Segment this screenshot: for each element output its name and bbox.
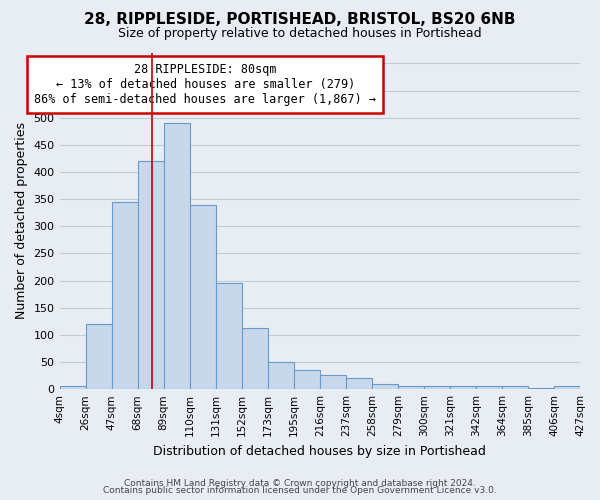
Bar [320,374,346,389]
Text: Contains HM Land Registry data © Crown copyright and database right 2024.: Contains HM Land Registry data © Crown c… [124,478,476,488]
Text: 28, RIPPLESIDE, PORTISHEAD, BRISTOL, BS20 6NB: 28, RIPPLESIDE, PORTISHEAD, BRISTOL, BS2… [84,12,516,28]
Text: Contains public sector information licensed under the Open Government Licence v3: Contains public sector information licen… [103,486,497,495]
Bar [554,386,580,389]
Bar [59,386,86,389]
Bar [398,386,424,389]
Bar [450,386,476,389]
Bar [86,324,112,389]
Bar [502,386,528,389]
Bar [215,284,242,389]
Bar [242,328,268,389]
Bar [294,370,320,389]
Bar [424,386,450,389]
Bar [372,384,398,389]
Y-axis label: Number of detached properties: Number of detached properties [15,122,28,320]
Bar [112,202,137,389]
X-axis label: Distribution of detached houses by size in Portishead: Distribution of detached houses by size … [154,444,486,458]
Bar [190,204,215,389]
Bar [164,123,190,389]
Bar [528,388,554,389]
Text: 28 RIPPLESIDE: 80sqm
← 13% of detached houses are smaller (279)
86% of semi-deta: 28 RIPPLESIDE: 80sqm ← 13% of detached h… [34,62,376,106]
Bar [137,161,164,389]
Bar [476,386,502,389]
Bar [346,378,372,389]
Text: Size of property relative to detached houses in Portishead: Size of property relative to detached ho… [118,28,482,40]
Bar [268,362,294,389]
